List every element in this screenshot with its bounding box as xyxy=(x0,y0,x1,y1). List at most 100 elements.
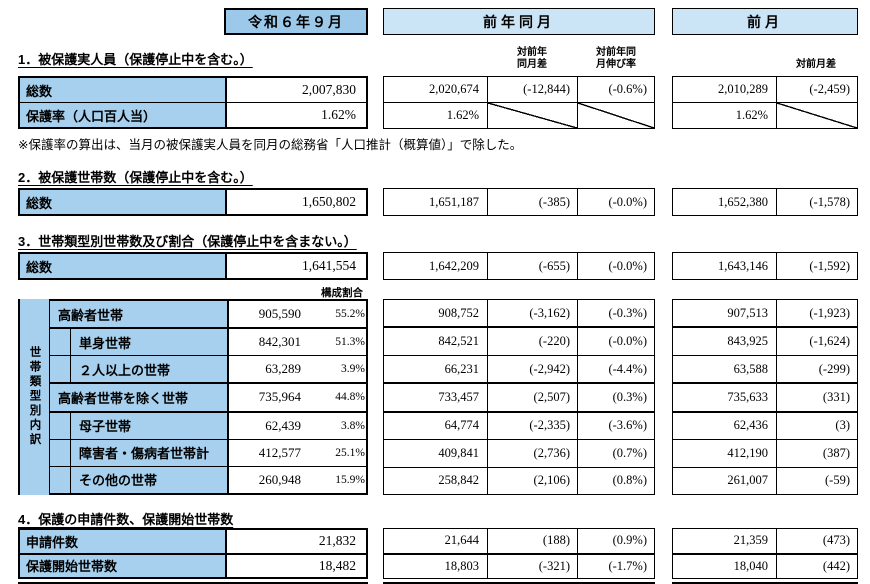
prev-month-value: 62,436 xyxy=(733,418,768,433)
prev-year-rate: (0.3%) xyxy=(577,384,654,411)
current-value: 412,577 xyxy=(258,444,301,460)
row-label: 総数 xyxy=(20,78,225,102)
current-value: 18,482 xyxy=(225,554,366,577)
s3-breakdown-prev-year-table: 908,752 (-3,162) (-0.3%) 842,521 (-220) … xyxy=(383,299,655,495)
table-row: 2,020,674 (-12,844) (-0.6%) xyxy=(384,77,654,102)
table-row: その他の世帯 260,948 15.9% xyxy=(20,465,366,493)
share-value: 44.8% xyxy=(335,391,365,404)
table-row: 63,588 (-299) xyxy=(673,354,857,383)
table-row: 総数 1,641,554 xyxy=(20,254,366,278)
table-row: 母子世帯 62,439 3.8% xyxy=(20,410,366,439)
prev-month-value: 412,190 xyxy=(727,445,768,460)
prev-month-value: 63,588 xyxy=(733,361,768,376)
prev-month-diff: (331) xyxy=(776,384,857,411)
row-label: その他の世帯 xyxy=(79,473,158,489)
prev-month-diff: (473) xyxy=(776,529,857,553)
prev-month-diff: (-59) xyxy=(776,467,857,494)
col-header-prev-year-diff-line2: 同月差 xyxy=(517,59,547,70)
prev-year-value: 18,803 xyxy=(444,558,479,573)
next-table-clipped-edge xyxy=(672,582,858,584)
prev-year-rate: (-0.0%) xyxy=(577,328,654,355)
s4-prev-year-table: 21,644 (188) (0.9%) 18,803 (-321) (-1.7%… xyxy=(383,528,655,579)
current-value: 1.62% xyxy=(225,103,366,127)
table-row: 261,007 (-59) xyxy=(673,466,857,494)
row-label: 単身世帯 xyxy=(79,335,132,351)
prev-year-diff: (2,106) xyxy=(487,467,577,494)
table-row: 18,040 (442) xyxy=(673,552,857,578)
prev-year-rate: (-0.0%) xyxy=(577,189,654,215)
prev-month-value: 735,633 xyxy=(727,389,768,404)
s1-prev-month-table: 2,010,289 (-2,459) 1.62% xyxy=(672,76,858,129)
table-row: 907,513 (-1,923) xyxy=(673,300,857,327)
prev-year-value: 258,842 xyxy=(438,473,479,488)
prev-year-rate: (-1.7%) xyxy=(577,554,654,578)
prev-year-value: 733,457 xyxy=(438,389,479,404)
prev-year-value: 1,642,209 xyxy=(429,258,479,273)
prev-year-rate: (0.7%) xyxy=(577,440,654,467)
prev-month-diff: (387) xyxy=(776,440,857,467)
table-row: 842,521 (-220) (-0.0%) xyxy=(384,326,654,355)
prev-year-diff: (-655) xyxy=(487,253,577,279)
s2-prev-month-table: 1,652,380 (-1,578) xyxy=(672,188,858,216)
share-value: 25.1% xyxy=(335,446,365,459)
prev-year-value: 908,752 xyxy=(438,305,479,320)
table-row: 412,190 (387) xyxy=(673,439,857,467)
prev-month-value: 1,643,146 xyxy=(718,258,768,273)
current-value: 1,641,554 xyxy=(225,254,366,278)
prev-year-diff: (-3,162) xyxy=(487,300,577,327)
prev-year-same-month-header: 前年同月 xyxy=(383,8,655,35)
table-row: 21,644 (188) (0.9%) xyxy=(384,529,654,553)
table-row: 62,436 (3) xyxy=(673,410,857,440)
table-row: 733,457 (2,507) (0.3%) xyxy=(384,382,654,411)
table-row: 18,803 (-321) (-1.7%) xyxy=(384,552,654,578)
table-row: 高齢者世帯を除く世帯 735,964 44.8% xyxy=(20,382,366,411)
prev-month-diff: (-1,592) xyxy=(776,253,857,279)
table-row: 総数 1,650,802 xyxy=(20,190,366,214)
s3-breakdown-prev-month-table: 907,513 (-1,923) 843,925 (-1,624) 63,588… xyxy=(672,299,858,495)
composition-ratio-label: 構成割合 xyxy=(321,287,363,299)
current-month-header: 令和６年９月 xyxy=(224,8,368,35)
table-row: 障害者・傷病者世帯計 412,577 25.1% xyxy=(20,438,366,466)
prev-month-header: 前月 xyxy=(672,8,858,35)
table-row: 1,652,380 (-1,578) xyxy=(673,189,857,215)
table-row: 申請件数 21,832 xyxy=(20,530,366,553)
row-label: 高齢者世帯 xyxy=(58,307,124,323)
next-table-clipped-edge xyxy=(383,582,655,584)
prev-year-diff: (2,507) xyxy=(487,384,577,411)
prev-year-rate: (-3.6%) xyxy=(577,412,654,440)
prev-year-diff: (-321) xyxy=(487,554,577,578)
prev-year-value: 1,651,187 xyxy=(429,194,479,209)
table-row: 単身世帯 842,301 51.3% xyxy=(20,327,366,356)
current-value: 905,590 xyxy=(258,306,301,322)
prev-year-diff: (-2,942) xyxy=(487,355,577,383)
s3-total-current-table: 総数 1,641,554 xyxy=(18,252,368,280)
prev-year-diff: (188) xyxy=(487,529,577,553)
prev-month-diff: (-299) xyxy=(776,355,857,383)
prev-year-diff: (-12,844) xyxy=(487,77,577,102)
prev-year-rate: (-4.4%) xyxy=(577,355,654,383)
table-row: 保護開始世帯数 18,482 xyxy=(20,552,366,577)
table-row: 総数 2,007,830 xyxy=(20,78,366,102)
prev-year-value: 64,774 xyxy=(444,418,479,433)
current-value: 260,948 xyxy=(258,471,301,487)
table-row: 高齢者世帯 905,590 55.2% xyxy=(20,301,366,328)
prev-month-value: 261,007 xyxy=(727,473,768,488)
col-header-prev-year-rate-line2: 月伸び率 xyxy=(596,59,636,70)
col-header-prev-year-diff: 対前年 同月差 xyxy=(487,47,577,71)
s1-current-table: 総数 2,007,830 保護率（人口百人当） 1.62% xyxy=(18,76,368,129)
prev-month-diff: (-1,578) xyxy=(776,189,857,215)
table-row: 1,643,146 (-1,592) xyxy=(673,253,857,279)
prev-month-diff: (-2,459) xyxy=(776,77,857,102)
share-value: 51.3% xyxy=(335,336,365,349)
prev-year-value: 1.62% xyxy=(446,108,479,122)
col-header-prev-year-rate-line1: 対前年同 xyxy=(596,47,636,58)
prev-year-rate: (-0.3%) xyxy=(577,300,654,327)
prev-year-rate: (-0.6%) xyxy=(577,77,654,102)
prev-year-value: 2,020,674 xyxy=(429,82,479,96)
s4-current-table: 申請件数 21,832 保護開始世帯数 18,482 xyxy=(18,528,368,579)
col-header-prev-month-diff: 対前月差 xyxy=(796,59,836,70)
s3-breakdown-current-table: 高齢者世帯 905,590 55.2% 単身世帯 842,301 51.3% ２人以… xyxy=(18,299,368,495)
section1-title: 1．被保護実人員（保護停止中を含む。） xyxy=(18,52,253,67)
row-label: 申請件数 xyxy=(20,530,225,553)
